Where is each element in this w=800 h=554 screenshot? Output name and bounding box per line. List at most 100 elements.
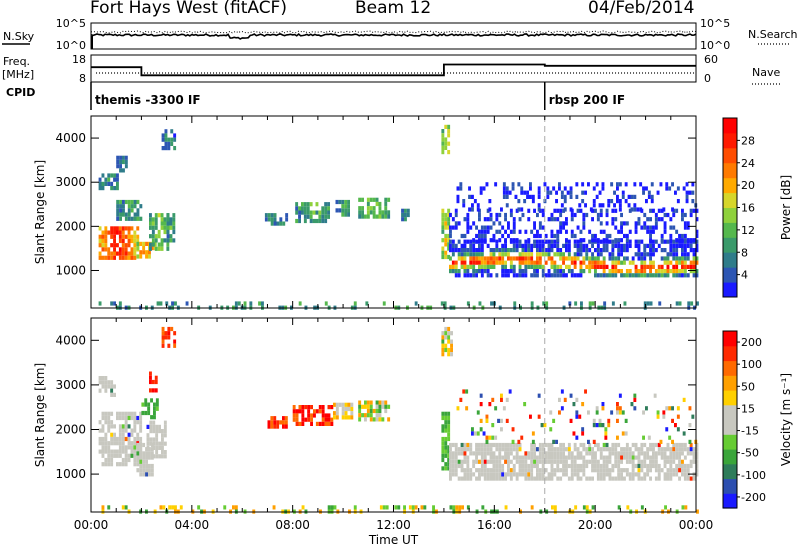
range-cell: [369, 206, 373, 211]
range-cell: [547, 252, 551, 257]
range-cell: [652, 248, 655, 253]
range-cell: [127, 436, 131, 442]
range-cell: [555, 199, 558, 204]
range-cell: [595, 410, 599, 415]
range-cell: [631, 256, 635, 261]
range-cell: [321, 210, 325, 215]
range-cell: [637, 476, 641, 481]
range-cell: [625, 468, 629, 473]
range-cell: [691, 182, 695, 187]
range-cell: [154, 221, 158, 226]
range-cell: [672, 451, 676, 456]
range-cell: [119, 208, 122, 213]
range-cell: [588, 451, 592, 456]
range-cell: [602, 447, 606, 452]
nave-label: Nave: [752, 66, 781, 79]
range-cell: [594, 208, 597, 213]
range-cell: [614, 459, 618, 464]
range-cell: [133, 234, 137, 239]
range-cell: [124, 164, 128, 169]
range-cell: [579, 264, 583, 269]
range-cell: [472, 256, 476, 261]
range-cell: [683, 447, 687, 452]
range-cell: [637, 459, 641, 464]
range-cell: [611, 217, 615, 222]
range-cell: [444, 441, 448, 446]
range-cell: [469, 239, 473, 244]
range-cell: [149, 441, 153, 446]
range-cell: [620, 476, 623, 481]
range-cell: [628, 455, 632, 460]
range-cell: [618, 199, 622, 204]
range-cell: [631, 260, 635, 265]
range-cell: [559, 476, 563, 481]
range-cell: [492, 451, 496, 456]
range-cell: [110, 388, 114, 393]
range-cell: [652, 252, 655, 257]
range-cell: [538, 472, 542, 477]
range-cell: [378, 404, 382, 409]
range-cell: [478, 442, 481, 448]
range-cell: [591, 459, 594, 464]
range-cell: [624, 418, 628, 423]
range-cell: [118, 445, 122, 450]
range-cell: [451, 468, 455, 473]
range-cell: [623, 221, 626, 226]
range-cell: [494, 182, 498, 187]
range-cell: [110, 251, 114, 256]
range-cell: [364, 417, 367, 422]
range-cell: [646, 463, 650, 469]
range-cell: [164, 331, 168, 336]
range-cell: [551, 505, 554, 510]
range-cell: [666, 442, 670, 448]
range-cell: [649, 463, 652, 469]
range-cell: [567, 256, 571, 261]
range-cell: [381, 210, 385, 215]
range-cell: [113, 238, 116, 244]
range-cell: [658, 301, 662, 306]
range-cell: [133, 247, 137, 252]
range-cell: [378, 214, 382, 219]
range-cell: [556, 269, 560, 274]
range-cell: [124, 155, 128, 160]
range-cell: [611, 243, 615, 248]
colorbar-tick-label: 100: [741, 358, 762, 371]
range-cell: [538, 264, 542, 269]
range-cell: [608, 269, 612, 274]
range-cell: [157, 229, 161, 235]
range-cell: [101, 453, 105, 458]
range-cell: [649, 455, 652, 460]
range-cell: [327, 206, 330, 211]
range-cell: [161, 137, 165, 142]
range-cell: [524, 451, 528, 456]
colorbar-label: Power [dB]: [779, 175, 793, 240]
range-cell: [562, 243, 565, 248]
range-cell: [628, 447, 632, 452]
range-cell: [614, 273, 618, 278]
range-cell: [585, 447, 589, 452]
range-cell: [550, 256, 554, 261]
range-cell: [573, 459, 577, 464]
range-cell: [504, 238, 507, 243]
range-cell: [654, 217, 658, 222]
freq-unit-label: [MHz]: [2, 68, 35, 81]
range-cell: [628, 459, 632, 464]
range-cell: [110, 173, 114, 178]
range-cell: [491, 423, 495, 428]
range-cell: [449, 505, 453, 510]
nsearch-label: N.Search: [748, 28, 798, 41]
range-cell: [530, 459, 534, 464]
range-cell: [565, 455, 568, 460]
range-cell: [444, 411, 448, 416]
range-cell: [475, 252, 478, 257]
range-cell: [475, 273, 478, 278]
range-cell: [678, 273, 681, 278]
range-cell: [570, 455, 574, 460]
range-cell: [611, 208, 615, 213]
range-cell: [628, 269, 632, 274]
range-cell: [657, 264, 661, 269]
range-cell: [625, 269, 629, 274]
range-cell: [449, 248, 452, 253]
range-cell: [315, 210, 319, 215]
range-cell: [595, 194, 599, 199]
